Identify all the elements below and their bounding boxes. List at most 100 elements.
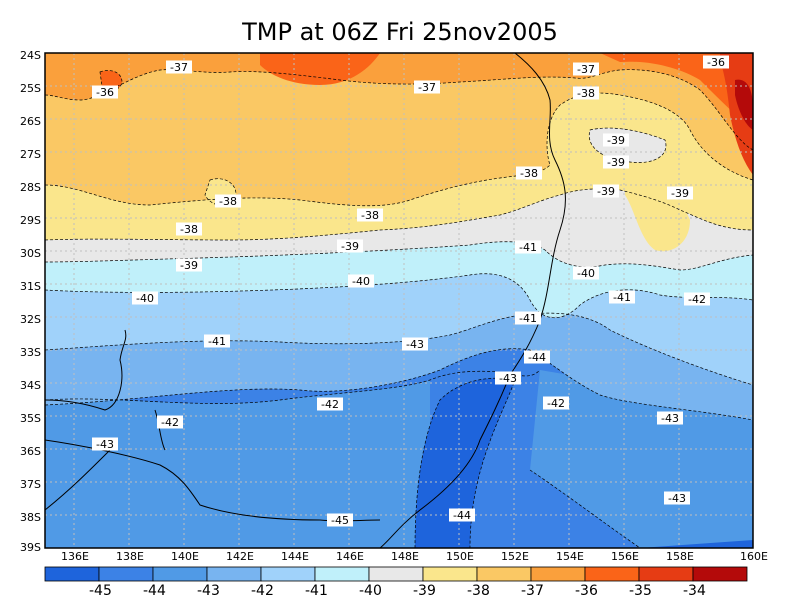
lat-label: 30S [20,247,41,260]
contour-label: -43 [402,337,428,351]
contour-label: -39 [593,184,619,198]
contour-label-text: -38 [219,195,237,208]
contour-label: -39 [603,133,629,147]
colorbar-label: -41 [305,583,328,599]
contour-label: -37 [166,60,192,74]
contour-label-text: -43 [96,438,114,451]
contour-label: -39 [176,258,202,272]
colorbar-swatch [260,566,316,582]
colorbar [44,566,748,582]
contour-label: -39 [603,155,629,169]
colorbar-label: -37 [521,583,544,599]
lat-label: 24S [20,49,41,62]
contour-label: -38 [516,166,542,180]
colorbar-swatch [584,566,640,582]
contour-label: -38 [357,208,383,222]
contour-label-text: -36 [707,56,725,69]
lat-label: 31S [20,280,41,293]
colorbar-swatch [476,566,532,582]
contour-label: -44 [449,508,475,522]
contour-label: -41 [609,290,635,304]
contour-label-text: -43 [661,412,679,425]
contour-label-text: -37 [170,61,188,74]
colorbar-swatch [368,566,424,582]
colorbar-swatch [206,566,262,582]
contour-label-text: -44 [528,351,546,364]
contour-label-text: -44 [453,509,471,522]
lat-label: 26S [20,115,41,128]
contour-label-text: -43 [406,338,424,351]
contour-label-text: -37 [418,81,436,94]
colorbar-label: -40 [359,583,382,599]
colorbar-swatch [530,566,586,582]
contour-label: -40 [573,266,599,280]
contour-label-text: -39 [597,185,615,198]
lat-label: 28S [20,181,41,194]
band-33 [735,79,753,130]
contour-label-text: -39 [607,134,625,147]
contour-label-text: -41 [519,312,537,325]
colorbar-label: -36 [575,583,598,599]
lon-label: 160E [740,550,768,563]
lat-label: 37S [20,478,41,491]
contour-label: -39 [667,186,693,200]
colorbar-swatch [152,566,208,582]
colorbar-label: -43 [197,583,220,599]
contour-label: -37 [414,80,440,94]
contour-label-text: -38 [577,87,595,100]
contour-label: -43 [657,411,683,425]
lon-label: 152E [501,550,529,563]
contour-label-text: -42 [321,398,339,411]
contour-label-text: -42 [161,416,179,429]
contour-label: -40 [348,274,374,288]
gridlines [45,53,753,548]
contour-label: -43 [92,437,118,451]
colorbar-swatch [692,566,748,582]
lon-label: 158E [666,550,694,563]
contour-label-text: -38 [520,167,538,180]
lat-label: 33S [20,346,41,359]
contour-label: -45 [327,513,353,527]
colorbar-label: -44 [143,583,166,599]
lon-label: 148E [391,550,419,563]
contour-label: -44 [524,350,550,364]
contour-label: -37 [573,62,599,76]
lon-label: 140E [171,550,199,563]
colorbar-swatch [44,566,100,582]
contour-label-text: -39 [671,187,689,200]
colorbar-label: -35 [629,583,652,599]
contour-label-text: -43 [499,372,517,385]
contour-label: -40 [132,291,158,305]
lon-label: 146E [336,550,364,563]
band-35-east [600,53,753,130]
contour-label-text: -38 [180,223,198,236]
contour-label: -38 [215,194,241,208]
contour-label-text: -39 [180,259,198,272]
lat-label: 34S [20,379,41,392]
lat-label: 38S [20,511,41,524]
contour-label-text: -41 [613,291,631,304]
lon-label: 142E [226,550,254,563]
colorbar-label: -34 [683,583,706,599]
map-title: TMP at 06Z Fri 25nov2005 [242,18,558,46]
band-43-west [45,380,430,548]
colorbar-swatch [422,566,478,582]
contour-label: -42 [684,292,710,306]
contour-label-text: -37 [577,63,595,76]
contour-label: -38 [176,222,202,236]
contour-label-text: -39 [341,240,359,253]
contour-label: -42 [543,396,569,410]
contour-label: -41 [204,334,230,348]
lat-label: 32S [20,313,41,326]
contour-label-text: -36 [96,86,114,99]
contour-label: -39 [337,239,363,253]
contour-label-text: -42 [688,293,706,306]
contour-label-text: -38 [361,209,379,222]
contour-label: -41 [515,240,541,254]
contour-label: -43 [664,491,690,505]
lat-label: 36S [20,445,41,458]
lat-label: 35S [20,412,41,425]
colorbar-swatch [638,566,694,582]
lon-label: 144E [281,550,309,563]
